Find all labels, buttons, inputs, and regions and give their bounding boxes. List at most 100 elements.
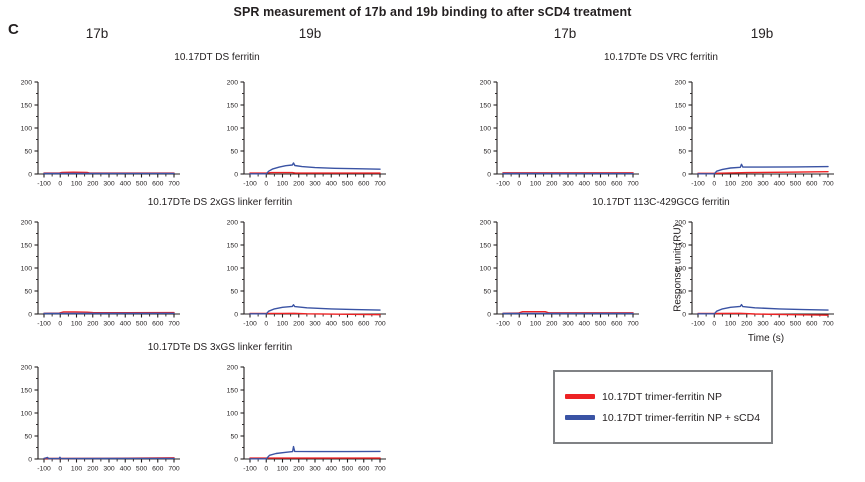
svg-text:200: 200: [227, 219, 239, 226]
svg-text:150: 150: [227, 242, 239, 249]
svg-text:400: 400: [120, 321, 132, 328]
svg-text:100: 100: [725, 181, 737, 188]
svg-text:0: 0: [28, 171, 32, 178]
svg-text:0: 0: [487, 171, 491, 178]
svg-text:300: 300: [103, 466, 115, 473]
svg-text:200: 200: [293, 466, 305, 473]
svg-text:0: 0: [58, 181, 62, 188]
svg-text:500: 500: [136, 181, 148, 188]
svg-text:400: 400: [120, 181, 132, 188]
svg-text:400: 400: [774, 181, 786, 188]
svg-text:500: 500: [136, 321, 148, 328]
svg-text:100: 100: [530, 181, 542, 188]
svg-text:100: 100: [675, 265, 687, 272]
svg-text:200: 200: [293, 321, 305, 328]
svg-text:500: 500: [342, 181, 354, 188]
svg-text:200: 200: [741, 321, 753, 328]
x-axis-label-time: Time (s): [747, 333, 785, 344]
svg-text:-100: -100: [243, 181, 257, 188]
svg-text:700: 700: [168, 466, 180, 473]
svg-text:100: 100: [277, 466, 289, 473]
svg-text:700: 700: [627, 321, 639, 328]
svg-text:0: 0: [28, 311, 32, 318]
svg-text:50: 50: [24, 433, 32, 440]
svg-text:-100: -100: [243, 466, 257, 473]
svg-text:100: 100: [71, 181, 83, 188]
svg-text:50: 50: [24, 148, 32, 155]
panel-label-c: C: [8, 21, 19, 38]
svg-text:0: 0: [712, 321, 716, 328]
legend-blue-line-swatch: [565, 415, 595, 420]
svg-text:100: 100: [277, 321, 289, 328]
svg-text:0: 0: [712, 181, 716, 188]
chart-ds-vrc-ferritin-19b: 0 50 100 150 200 -100 0 100 200 300 400 500 600 700: [668, 76, 840, 192]
svg-text:50: 50: [483, 148, 491, 155]
legend-red-line-swatch: [565, 394, 595, 399]
svg-text:50: 50: [678, 148, 686, 155]
svg-text:600: 600: [611, 181, 623, 188]
svg-text:600: 600: [806, 321, 818, 328]
svg-text:700: 700: [374, 466, 386, 473]
svg-text:100: 100: [480, 265, 492, 272]
chart-2xgs-linker-19b: 0 50 100 150 200 -100 0 100 200 300 400 500 600 700: [220, 216, 392, 332]
svg-text:100: 100: [227, 125, 239, 132]
svg-text:400: 400: [326, 181, 338, 188]
chart-ds-vrc-ferritin-17b: 0 50 100 150 200 -100 0 100 200 300 400 500 600 700: [473, 76, 645, 192]
svg-text:200: 200: [21, 364, 33, 371]
svg-text:0: 0: [234, 456, 238, 463]
svg-text:0: 0: [682, 171, 686, 178]
svg-text:300: 300: [309, 466, 321, 473]
svg-text:0: 0: [264, 181, 268, 188]
svg-text:600: 600: [152, 181, 164, 188]
chart-113c-429gcg-19b: 0 50 100 150 200 -100 0 100 200 300 400 500 600 700: [668, 216, 840, 332]
svg-text:0: 0: [682, 311, 686, 318]
svg-text:0: 0: [234, 171, 238, 178]
svg-text:500: 500: [136, 466, 148, 473]
svg-text:100: 100: [530, 321, 542, 328]
svg-text:-100: -100: [496, 321, 510, 328]
svg-text:150: 150: [227, 387, 239, 394]
svg-text:0: 0: [58, 466, 62, 473]
group-title-2xgs-linker: 10.17DTe DS 2xGS linker ferritin: [147, 197, 293, 208]
svg-text:100: 100: [227, 410, 239, 417]
svg-text:150: 150: [480, 242, 492, 249]
svg-text:-100: -100: [37, 466, 51, 473]
svg-text:100: 100: [277, 181, 289, 188]
svg-text:200: 200: [480, 79, 492, 86]
svg-text:100: 100: [725, 321, 737, 328]
svg-text:200: 200: [480, 219, 492, 226]
chart-2xgs-linker-17b: 0 50 100 150 200 -100 0 100 200 300 400 500 600 700: [14, 216, 186, 332]
group-title-113c-429gcg: 10.17DT 113C-429GCG ferritin: [592, 197, 730, 208]
svg-text:150: 150: [480, 102, 492, 109]
column-header-17b-right: 17b: [553, 26, 577, 41]
svg-text:600: 600: [358, 181, 370, 188]
legend-label-trimer-ferritin-np: 10.17DT trimer-ferritin NP: [602, 390, 723, 403]
svg-text:50: 50: [678, 288, 686, 295]
svg-text:200: 200: [675, 219, 687, 226]
svg-text:600: 600: [806, 181, 818, 188]
svg-text:400: 400: [326, 466, 338, 473]
svg-text:-100: -100: [691, 321, 705, 328]
svg-text:200: 200: [87, 321, 99, 328]
svg-text:200: 200: [741, 181, 753, 188]
svg-text:300: 300: [103, 181, 115, 188]
svg-text:700: 700: [374, 321, 386, 328]
svg-text:700: 700: [822, 181, 834, 188]
svg-text:600: 600: [358, 321, 370, 328]
svg-text:700: 700: [627, 181, 639, 188]
svg-text:200: 200: [87, 181, 99, 188]
svg-text:300: 300: [309, 321, 321, 328]
svg-text:600: 600: [152, 466, 164, 473]
svg-text:0: 0: [517, 181, 521, 188]
svg-text:100: 100: [71, 466, 83, 473]
chart-3xgs-linker-19b: 0 50 100 150 200 -100 0 100 200 300 400 500 600 700: [220, 361, 392, 477]
column-header-19b-left: 19b: [298, 26, 322, 41]
group-title-ds-vrc-ferritin: 10.17DTe DS VRC ferritin: [604, 52, 718, 63]
svg-text:500: 500: [790, 181, 802, 188]
svg-text:200: 200: [227, 79, 239, 86]
figure-title: SPR measurement of 17b and 19b binding t…: [233, 5, 632, 19]
svg-text:500: 500: [595, 181, 607, 188]
svg-text:100: 100: [21, 265, 33, 272]
svg-text:200: 200: [227, 364, 239, 371]
